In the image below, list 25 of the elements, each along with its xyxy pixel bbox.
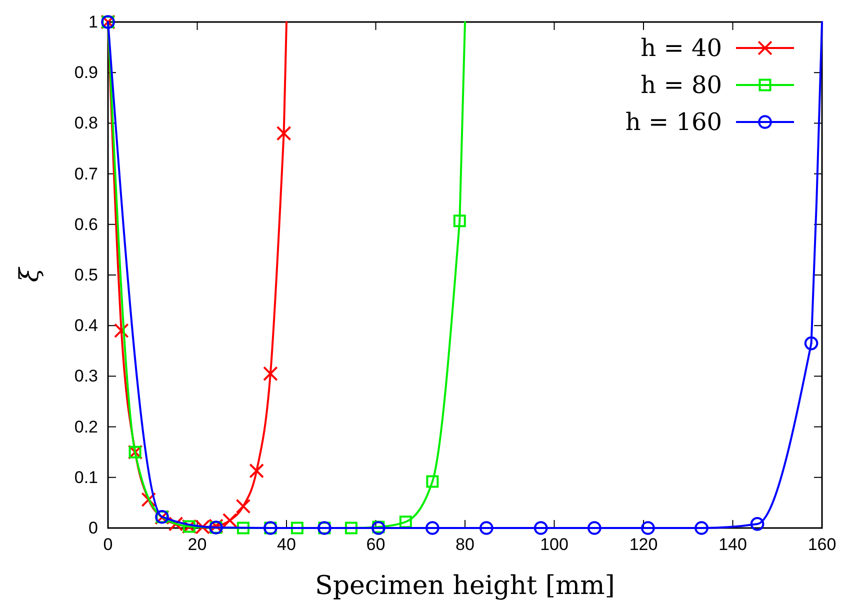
y-tick-label: 0.5 [74,265,98,284]
x-tick-label: 0 [103,535,113,554]
y-tick-label: 0.9 [74,63,98,82]
legend-label: h = 80 [640,71,722,99]
y-axis-title: ξ [15,266,45,282]
legend-label: h = 40 [640,34,722,62]
x-tick-label: 80 [456,535,474,554]
legend-label: h = 160 [625,108,722,136]
x-tick-label: 140 [718,535,747,554]
y-tick-label: 0.8 [74,114,98,133]
x-tick-label: 20 [188,535,207,554]
y-tick-label: 0.4 [74,316,98,336]
y-tick-label: 1 [88,12,98,32]
y-tick-label: 0.6 [74,214,98,234]
y-tick-label: 0.3 [74,366,98,386]
x-axis-title: Specimen height [mm] [315,571,615,601]
x-tick-label: 60 [366,535,386,554]
y-tick-label: 0 [88,518,98,538]
x-tick-label: 40 [277,535,296,554]
y-tick-label: 0.7 [74,164,98,184]
x-tick-label: 120 [629,535,658,554]
x-tick-label: 100 [540,535,568,554]
y-tick-label: 0.2 [74,417,98,436]
y-tick-label: 0.1 [74,468,98,487]
x-tick-label: 160 [808,535,836,554]
